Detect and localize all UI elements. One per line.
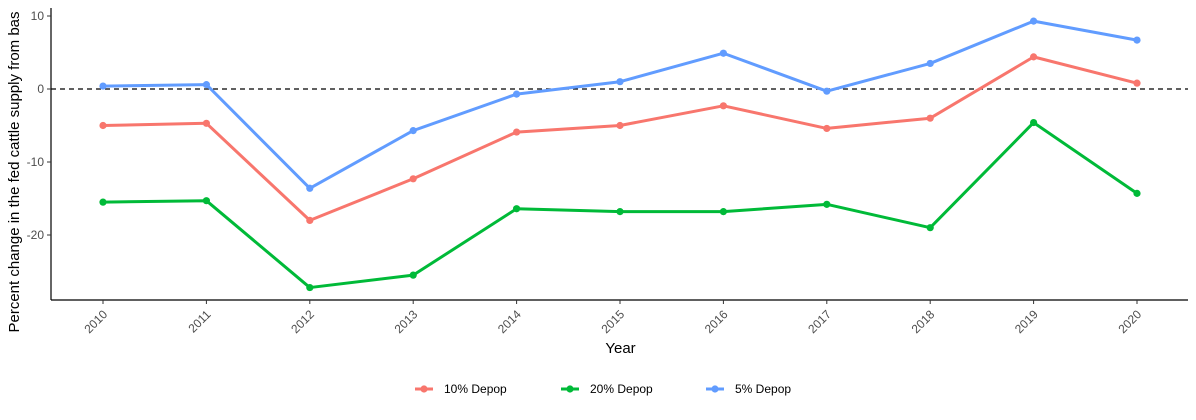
- x-tick-label: 2012: [288, 307, 317, 336]
- legend: 10% Depop 20% Depop 5% Depop: [415, 382, 791, 396]
- series-line-20-depop: [101, 121, 1139, 290]
- x-tick-label: 2020: [1115, 307, 1144, 336]
- legend-swatch-point: [711, 385, 719, 393]
- data-point-20-depop: [202, 197, 210, 205]
- y-tick-label: 10: [31, 9, 45, 23]
- legend-label: 10% Depop: [444, 382, 507, 396]
- legend-item-5-depop: 5% Depop: [706, 382, 791, 396]
- axes: 10 0 -10 -20 2010 2011 2012 2013 2014 2015 2016 201…: [27, 8, 1188, 336]
- data-point-5-depop: [202, 81, 210, 89]
- plot-area: [51, 17, 1188, 292]
- data-point-20-depop: [513, 205, 521, 213]
- data-point-10-depop: [513, 128, 521, 136]
- data-point-5-depop: [306, 184, 314, 192]
- x-tick-label: 2017: [805, 307, 834, 336]
- data-point-20-depop: [719, 208, 728, 216]
- y-tick-label: 0: [37, 82, 44, 96]
- data-point-10-depop: [719, 102, 728, 110]
- data-point-20-depop: [99, 198, 107, 206]
- x-tick-label: 2013: [392, 307, 421, 336]
- data-point-5-depop: [99, 82, 107, 90]
- data-point-10-depop: [202, 119, 210, 127]
- data-point-20-depop: [1133, 189, 1141, 197]
- legend-label: 20% Depop: [590, 382, 653, 396]
- x-axis-title: Year: [605, 340, 635, 357]
- data-point-10-depop: [926, 114, 934, 122]
- x-tick-label: 2015: [598, 307, 627, 336]
- data-point-10-depop: [823, 124, 831, 133]
- x-tick-label: 2016: [702, 307, 731, 336]
- data-point-20-depop: [306, 283, 314, 292]
- data-point-10-depop: [616, 121, 624, 130]
- data-point-20-depop: [1030, 118, 1038, 127]
- data-point-10-depop: [409, 175, 417, 183]
- data-point-5-depop: [823, 87, 831, 95]
- x-tick-label: 2019: [1012, 307, 1041, 336]
- data-point-5-depop: [1030, 17, 1038, 25]
- data-point-5-depop: [926, 59, 934, 68]
- data-point-5-depop: [719, 49, 728, 57]
- series-line-5-depop: [101, 19, 1139, 190]
- y-tick-label: -10: [27, 155, 45, 169]
- legend-swatch-point: [420, 385, 428, 393]
- x-tick-label: 2010: [81, 307, 110, 336]
- data-point-20-depop: [823, 200, 831, 208]
- data-point-20-depop: [926, 224, 934, 232]
- legend-label: 5% Depop: [735, 382, 791, 396]
- data-point-10-depop: [1133, 79, 1141, 87]
- data-point-5-depop: [409, 127, 417, 135]
- data-point-20-depop: [409, 271, 417, 279]
- x-tick-label: 2014: [495, 307, 524, 336]
- y-axis-title: Percent change in the fed cattle supply …: [6, 11, 23, 332]
- data-point-5-depop: [616, 78, 624, 86]
- data-point-5-depop: [1133, 36, 1141, 44]
- data-point-10-depop: [306, 216, 314, 224]
- data-point-20-depop: [616, 208, 624, 216]
- legend-item-10-depop: 10% Depop: [415, 382, 507, 396]
- x-tick-label: 2011: [185, 307, 213, 335]
- data-point-10-depop: [99, 121, 107, 130]
- x-tick-label: 2018: [909, 307, 938, 336]
- data-point-5-depop: [513, 90, 521, 98]
- y-tick-label: -20: [27, 228, 45, 242]
- legend-swatch-point: [566, 385, 574, 393]
- legend-item-20-depop: 20% Depop: [561, 382, 653, 396]
- data-point-10-depop: [1030, 53, 1038, 61]
